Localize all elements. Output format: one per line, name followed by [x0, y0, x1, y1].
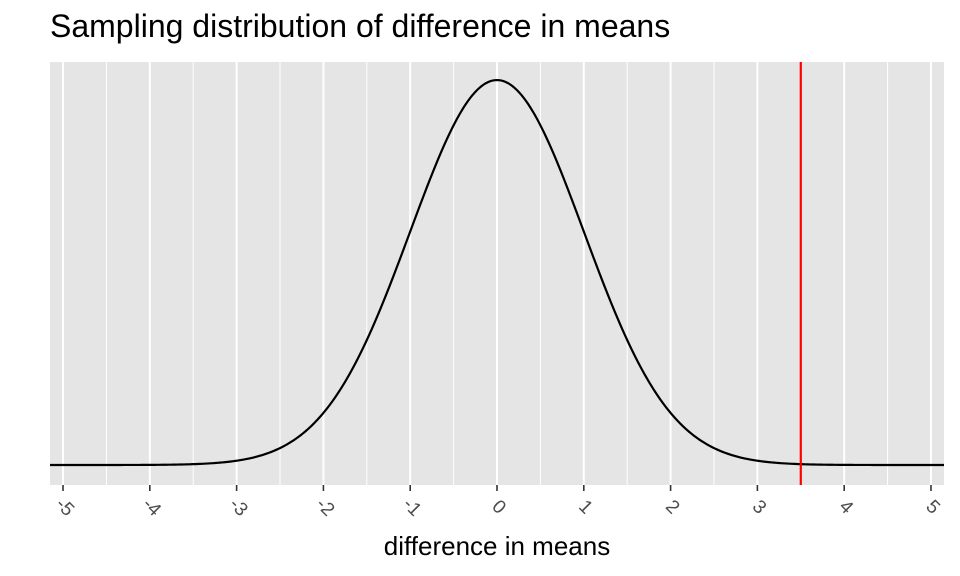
- x-tick-label: -1: [398, 494, 425, 521]
- x-tick-label: -4: [138, 494, 165, 521]
- density-curve: [50, 78, 944, 467]
- x-tick-label: 2: [661, 496, 683, 518]
- x-tick-label: 3: [748, 496, 770, 518]
- x-axis-ticks: [62, 485, 932, 491]
- grid-major: [62, 62, 932, 485]
- x-tick-label: -3: [225, 494, 252, 521]
- x-axis-tick-labels: -5 -4 -3 -2 -1 0 1 2 3 4 5: [51, 494, 944, 521]
- x-axis-title: difference in means: [384, 531, 610, 561]
- x-tick-label: 5: [921, 496, 943, 518]
- x-tick-label: -5: [51, 494, 78, 521]
- x-tick-label: 1: [574, 496, 596, 518]
- x-tick-label: -2: [312, 494, 339, 521]
- x-tick-label: 0: [487, 496, 509, 518]
- x-tick-label: 4: [835, 496, 858, 519]
- grid-minor: [105, 62, 889, 485]
- chart-title: Sampling distribution of difference in m…: [50, 8, 671, 44]
